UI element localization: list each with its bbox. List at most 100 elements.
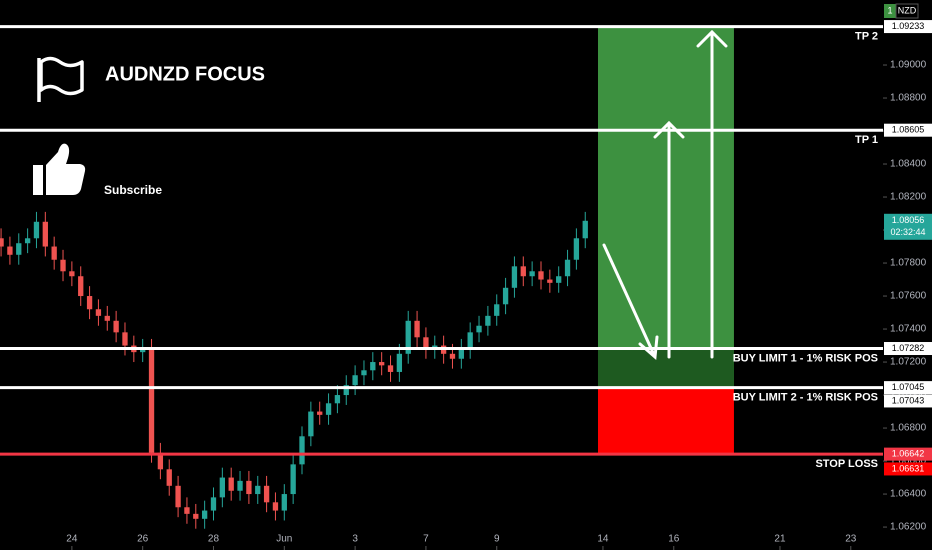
entry-zone — [597, 348, 734, 388]
y-tick-label: 1.07800 — [890, 258, 927, 269]
arrow-down — [602, 243, 659, 361]
candle-body — [423, 337, 429, 349]
x-tick-label: 23 — [845, 534, 857, 545]
y-tick-label: 1.08200 — [890, 192, 927, 203]
x-tick-label: 16 — [668, 534, 680, 545]
level-badge — [884, 20, 932, 34]
candle-body — [219, 477, 225, 498]
arrows — [602, 29, 728, 361]
candle-body — [0, 238, 4, 247]
last-price-badge — [884, 213, 932, 240]
candle-body — [33, 221, 40, 239]
arrow-up — [696, 29, 728, 359]
candle-body — [104, 315, 110, 321]
candle-body — [86, 296, 93, 310]
candle-body — [370, 362, 376, 371]
candle-body — [7, 246, 13, 255]
candle-body — [290, 464, 296, 495]
thumbs-up-icon — [33, 143, 86, 195]
level-badge-label: 1.07045 — [892, 382, 925, 392]
candle-body — [24, 238, 31, 244]
x-tick-label: 3 — [352, 534, 358, 545]
candle-body — [476, 325, 482, 333]
x-tick-label: 9 — [494, 534, 500, 545]
candle-body — [529, 271, 535, 277]
target-zone — [597, 26, 734, 388]
level-badge — [884, 123, 932, 137]
price-axis: 1.062001.064001.066001.068001.070001.072… — [883, 0, 932, 550]
candle-body — [449, 353, 456, 359]
stop-zone — [597, 387, 734, 455]
candle-body — [201, 510, 208, 519]
y-tick-label: 1.07600 — [890, 291, 927, 302]
candle-body — [228, 477, 234, 491]
candle-body — [520, 266, 526, 277]
candle-body — [325, 403, 332, 415]
currency-box — [895, 3, 919, 19]
candle-body — [582, 220, 588, 239]
level-badge-label: 1.06642 — [892, 449, 925, 459]
candles — [0, 211, 588, 529]
x-tick-label: 7 — [423, 534, 429, 545]
level-badge — [884, 447, 932, 461]
y-tick-label: 1.06600 — [890, 456, 927, 467]
level-badge-label: 1.07282 — [892, 343, 925, 353]
candle-body — [299, 436, 305, 465]
subscribe-label[interactable]: Subscribe — [104, 183, 162, 197]
candle-body — [272, 502, 279, 511]
y-tick-label: 1.08800 — [890, 93, 927, 104]
y-tick-label: 1.09000 — [890, 60, 927, 71]
candle-body — [396, 353, 403, 372]
level-badge-label: 1.09233 — [892, 21, 925, 31]
candle-body — [573, 238, 580, 260]
y-tick-label: 1.07200 — [890, 357, 927, 368]
candle-body — [564, 259, 571, 277]
candle-body — [538, 271, 544, 280]
candle-body — [140, 348, 146, 353]
candle-body — [255, 485, 261, 495]
candle-body — [414, 320, 420, 338]
candle-body — [343, 385, 349, 396]
candle-body — [60, 259, 66, 272]
candle-body — [467, 332, 473, 349]
candle-body — [51, 246, 57, 260]
candle-body — [502, 287, 509, 305]
levels: TP 2 TP 1 BUY LIMIT 1 - 1% RISK POS BUY LIM… — [0, 25, 883, 470]
y-tick-label: 1.06400 — [890, 489, 927, 500]
position-box — [597, 26, 734, 455]
candle-body — [263, 485, 270, 503]
candle-body — [16, 243, 22, 255]
candle-body — [511, 266, 518, 288]
candle-body — [148, 348, 155, 453]
x-tick-label: 21 — [774, 534, 786, 545]
candle-body — [334, 395, 341, 404]
x-tick-label: Jun — [276, 534, 292, 545]
interval-badge-box — [884, 4, 896, 18]
title: AUDNZD FOCUS — [105, 63, 265, 85]
candle-body — [556, 276, 562, 283]
candle-body — [42, 221, 48, 247]
x-tick-label: 24 — [66, 534, 78, 545]
level-name: TP 2 — [855, 30, 878, 42]
y-tick-label: 1.06800 — [890, 423, 927, 434]
candle-body — [175, 485, 181, 508]
level-name: TP 1 — [855, 134, 878, 146]
candle-body — [485, 315, 491, 326]
candle-body — [379, 362, 385, 366]
candle-body — [547, 279, 553, 283]
level-name: STOP LOSS — [815, 458, 878, 470]
level-badge — [884, 381, 932, 395]
countdown: 02:32:44 — [890, 227, 925, 237]
y-tick-label: 1.08400 — [890, 159, 927, 170]
price-badge — [884, 462, 932, 476]
price-badge — [884, 394, 932, 408]
candle-body — [494, 304, 500, 316]
candle-body — [122, 332, 128, 346]
y-tick-label: 1.06200 — [890, 522, 927, 533]
candle-body — [308, 411, 314, 437]
price-badge-label: 1.07043 — [892, 395, 925, 405]
candle-body — [237, 480, 243, 491]
